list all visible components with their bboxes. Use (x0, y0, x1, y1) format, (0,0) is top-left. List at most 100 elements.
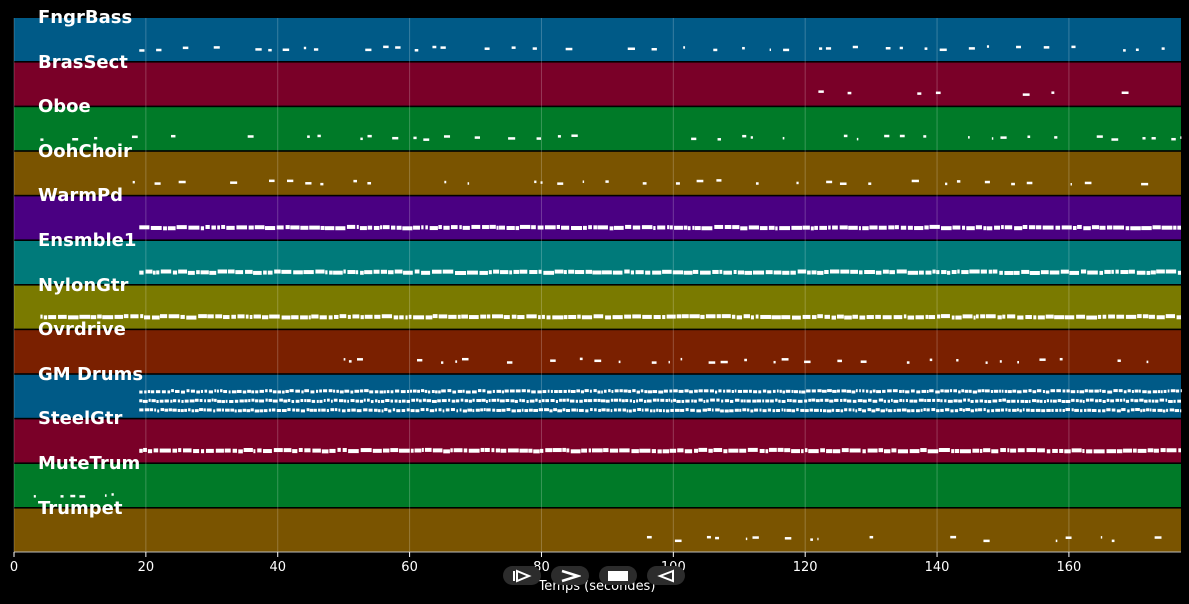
note (319, 399, 323, 403)
note (343, 269, 346, 274)
note (492, 314, 504, 319)
note (673, 389, 678, 393)
note (309, 225, 320, 230)
note (582, 180, 585, 183)
note (660, 398, 665, 402)
note (528, 448, 533, 453)
note (263, 449, 272, 454)
note (665, 399, 668, 403)
note (606, 408, 610, 412)
note (817, 270, 824, 275)
note (632, 408, 636, 412)
note (531, 390, 536, 394)
note (269, 389, 273, 393)
note (408, 314, 412, 319)
note (810, 226, 814, 231)
note (253, 449, 256, 454)
note (1077, 224, 1082, 229)
note (438, 314, 448, 319)
note (1142, 390, 1147, 394)
note (987, 400, 992, 404)
note (476, 399, 481, 403)
note (817, 389, 822, 393)
note (425, 315, 433, 320)
note (1151, 137, 1156, 140)
note (484, 447, 490, 452)
note (999, 360, 1002, 363)
note (1004, 389, 1008, 393)
note (1102, 399, 1106, 403)
note (171, 134, 176, 138)
note (973, 315, 976, 320)
note (347, 399, 349, 403)
note (909, 399, 914, 403)
note (447, 389, 452, 393)
note (1123, 390, 1127, 394)
note (985, 314, 996, 319)
note (750, 409, 754, 413)
note (1022, 225, 1028, 230)
note (368, 408, 373, 412)
note (731, 314, 736, 319)
note (1157, 390, 1161, 394)
note (742, 408, 747, 412)
play-button[interactable] (551, 566, 589, 585)
note (999, 389, 1001, 393)
note (724, 399, 730, 403)
note (611, 390, 614, 394)
note (742, 46, 745, 50)
note (721, 314, 731, 319)
track-label-ensmble1: Ensmble1 (38, 230, 137, 251)
note (79, 314, 91, 319)
note (944, 389, 950, 393)
note (1055, 225, 1061, 230)
note (653, 226, 656, 231)
note (429, 409, 435, 413)
note (924, 225, 929, 230)
note (1097, 314, 1102, 319)
stop-button[interactable] (599, 566, 637, 585)
note (868, 182, 872, 185)
note (1064, 315, 1075, 320)
note (320, 225, 325, 230)
play-from-start-button[interactable] (503, 566, 541, 585)
note (619, 389, 623, 393)
note (265, 389, 268, 393)
note (767, 408, 772, 412)
note (609, 226, 614, 231)
note (139, 270, 144, 275)
track-label-fngrbass: FngrBass (38, 7, 133, 28)
note (228, 390, 231, 394)
note (154, 408, 157, 412)
note (468, 448, 480, 453)
note (1059, 408, 1062, 412)
note (1071, 408, 1074, 412)
note (242, 390, 247, 394)
note (546, 315, 551, 320)
note (801, 390, 806, 394)
note (834, 398, 839, 402)
note (347, 270, 356, 275)
note (207, 399, 211, 403)
note (623, 389, 628, 393)
note (343, 358, 346, 361)
note (680, 408, 685, 412)
note (511, 46, 516, 49)
note (157, 409, 160, 413)
note (1083, 226, 1091, 231)
note (846, 389, 852, 393)
note (1141, 182, 1149, 186)
note (681, 399, 685, 403)
note (696, 409, 702, 413)
note (1176, 315, 1181, 320)
note (698, 398, 703, 402)
note (609, 448, 619, 453)
note (552, 448, 562, 453)
rewind-button[interactable] (647, 566, 685, 585)
note (1028, 399, 1031, 403)
note (1170, 389, 1176, 393)
note (538, 408, 544, 412)
note (662, 409, 665, 413)
note (1108, 314, 1115, 319)
